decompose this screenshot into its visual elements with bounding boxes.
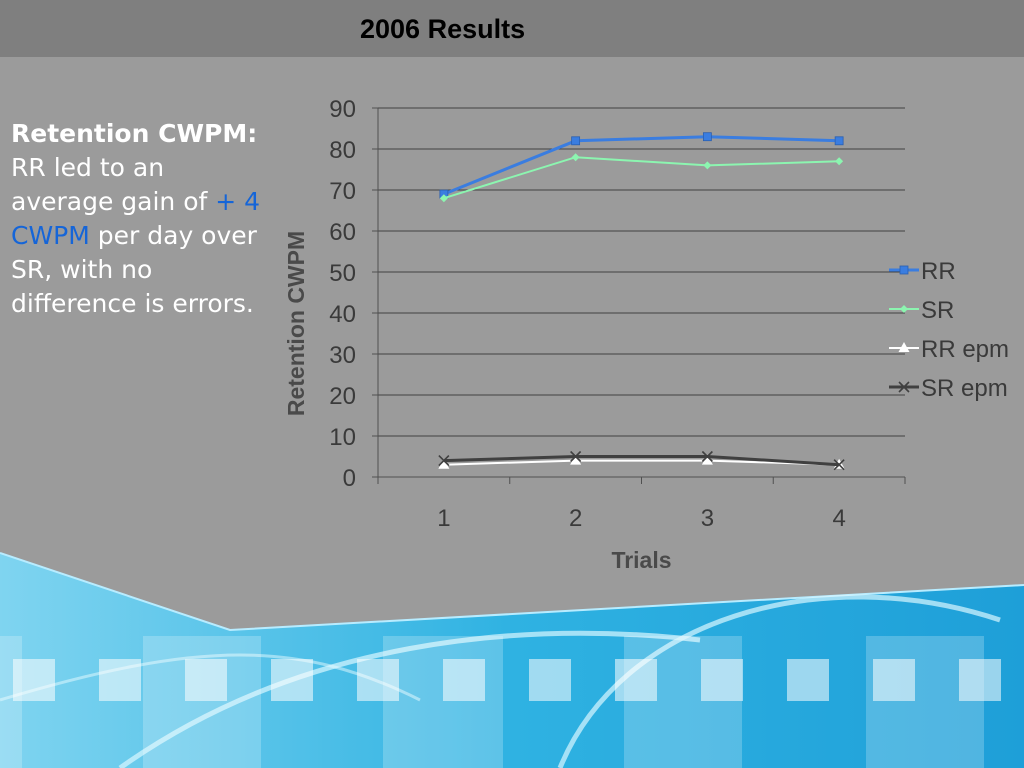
y-tick-label: 70 — [329, 178, 356, 205]
legend-marker-rr-epm — [898, 342, 910, 352]
legend-label-rr-epm: RR epm — [921, 336, 1009, 363]
data-point-rr — [834, 136, 844, 146]
data-point-sr — [439, 194, 448, 203]
x-tick-label: 4 — [832, 505, 845, 532]
summary-highlight: + 4 CWPM — [11, 187, 261, 250]
y-tick-label: 0 — [343, 465, 356, 492]
data-point-sr — [835, 157, 844, 166]
data-point-sr — [571, 153, 580, 162]
y-tick-label: 20 — [329, 383, 356, 410]
x-tick-label: 2 — [569, 505, 582, 532]
legend-label-sr: SR — [921, 297, 954, 324]
y-axis-title: Retention CWPM — [283, 231, 309, 416]
y-tick-label: 90 — [329, 96, 356, 123]
data-point-rr-epm — [701, 454, 713, 465]
x-axis-title: Trials — [611, 547, 671, 573]
y-tick-label: 30 — [329, 342, 356, 369]
legend-label-sr-epm: SR epm — [921, 375, 1008, 402]
summary-line-1: RR led to an average gain of — [11, 153, 208, 216]
y-tick-label: 10 — [329, 424, 356, 451]
summary-heading: Retention CWPM: — [11, 119, 258, 148]
x-tick-label: 3 — [701, 505, 714, 532]
series-line-rr-epm — [443, 459, 840, 466]
data-point-rr — [702, 132, 712, 142]
summary-text: Retention CWPM: RR led to an average gai… — [11, 117, 261, 321]
data-point-sr-epm — [438, 455, 450, 467]
x-tick-label: 1 — [437, 505, 450, 532]
legend-marker-sr-epm — [898, 381, 910, 393]
y-tick-label: 60 — [329, 219, 356, 246]
series-line-sr-epm — [443, 455, 840, 467]
y-tick-label: 50 — [329, 260, 356, 287]
data-point-sr-epm — [701, 450, 713, 463]
legend-marker-rr — [899, 265, 909, 275]
legend-label-rr: RR — [921, 258, 956, 285]
title-bar: 2006 Results — [0, 0, 1024, 57]
series-line-rr — [443, 135, 840, 196]
legend-marker-sr — [900, 305, 908, 313]
summary-line-2: per day over SR, with no difference is e… — [11, 221, 257, 318]
data-point-rr-epm — [438, 458, 450, 469]
data-point-rr — [571, 136, 581, 146]
data-point-sr-epm — [570, 450, 582, 463]
y-tick-label: 40 — [329, 301, 356, 328]
y-tick-label: 80 — [329, 137, 356, 164]
data-point-sr-epm — [833, 459, 845, 471]
series-line-sr — [443, 156, 840, 200]
data-point-sr — [703, 161, 712, 170]
slide-title: 2006 Results — [360, 14, 526, 44]
data-point-rr-epm — [570, 454, 582, 465]
